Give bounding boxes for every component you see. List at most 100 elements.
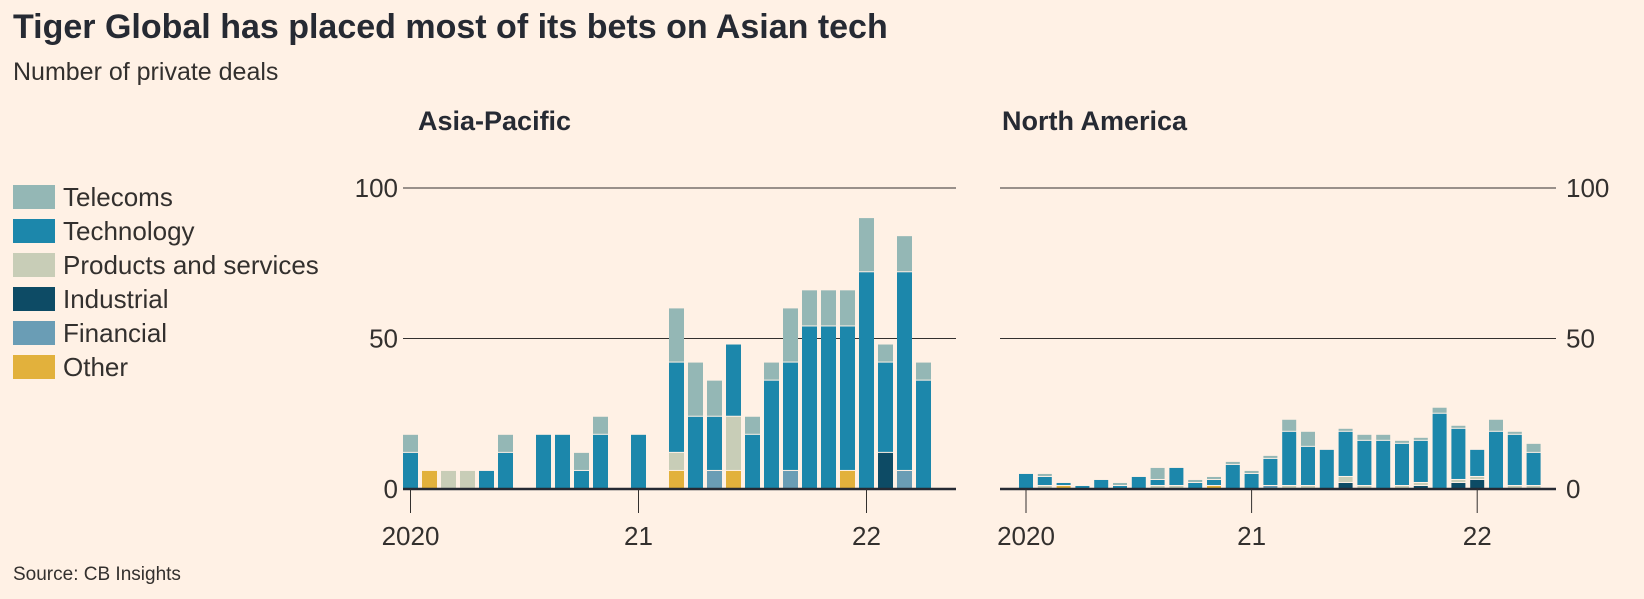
apac-bar-2021-10-telecoms — [802, 290, 817, 326]
legend-label-telecoms: Telecoms — [63, 181, 173, 212]
na-x-tick-label-22: 22 — [1463, 521, 1492, 551]
na-bar-2020-06-telecoms — [1113, 482, 1127, 485]
na-bar-2022-03-technology — [1507, 434, 1522, 485]
apac-bar-2021-03-products-and-services — [669, 452, 684, 470]
na-bar-2020-03-technology — [1056, 482, 1071, 485]
chart-title: Tiger Global has placed most of its bets… — [13, 8, 888, 46]
na-x-tick-label-2020: 2020 — [997, 521, 1055, 551]
apac-bar-2020-08-technology — [536, 434, 551, 488]
apac-bar-2021-11-technology — [821, 326, 836, 488]
apac-bar-2021-12-other — [840, 470, 855, 488]
na-bar-2021-02-technology — [1263, 458, 1278, 485]
na-bar-2021-12-products-and-services — [1451, 479, 1466, 482]
apac-bar-2021-09-financial — [783, 470, 798, 488]
na-bar-2021-09-telecoms — [1395, 440, 1409, 443]
apac-y-tick-label-0: 0 — [384, 474, 398, 504]
apac-bar-2021-09-technology — [783, 362, 798, 470]
na-bar-2021-07-products-and-services — [1357, 485, 1372, 488]
na-bar-2021-10-telecoms — [1413, 437, 1428, 440]
na-bar-2021-01-telecoms — [1244, 470, 1259, 473]
na-bar-2021-04-technology — [1301, 446, 1315, 485]
na-bar-2021-02-telecoms — [1263, 455, 1278, 458]
na-bar-2021-06-products-and-services — [1338, 476, 1353, 482]
na-bar-2020-11-technology — [1207, 479, 1221, 485]
apac-bar-2022-02-technology — [878, 362, 893, 452]
apac-bar-2020-06-technology — [498, 452, 513, 488]
na-bar-2022-04-products-and-services — [1526, 485, 1541, 488]
na-bar-2021-06-technology — [1338, 431, 1353, 476]
legend-label-technology: Technology — [63, 215, 195, 246]
na-bar-2020-06-technology — [1113, 485, 1127, 488]
na-bar-2020-03-other — [1056, 485, 1071, 488]
na-bar-2020-10-telecoms — [1188, 479, 1203, 482]
na-bar-2021-03-telecoms — [1282, 419, 1297, 431]
na-bar-2021-09-products-and-services — [1395, 485, 1409, 488]
na-bar-2020-01-technology — [1019, 473, 1033, 488]
apac-bar-2022-01-telecoms — [859, 218, 874, 272]
apac-bar-2021-05-technology — [707, 416, 722, 470]
na-bar-2020-08-products-and-services — [1150, 485, 1165, 488]
na-y-tick-label-100: 100 — [1566, 173, 1609, 203]
apac-bar-2022-02-industrial — [878, 452, 893, 488]
apac-bar-2020-01-technology — [403, 452, 418, 488]
na-bar-2021-03-technology — [1282, 431, 1297, 485]
na-bar-2020-09-products-and-services — [1169, 485, 1184, 488]
na-y-tick-label-0: 0 — [1566, 474, 1580, 504]
apac-bar-2021-12-technology — [840, 326, 855, 470]
na-bar-2021-03-products-and-services — [1282, 485, 1297, 488]
na-bar-2020-08-technology — [1150, 479, 1165, 485]
na-bar-2021-06-industrial — [1338, 482, 1353, 488]
apac-x-tick-label-21: 21 — [624, 521, 653, 551]
apac-x-tick-label-2020: 2020 — [382, 521, 440, 551]
source-note: Source: CB Insights — [13, 564, 181, 585]
na-bar-2021-04-telecoms — [1301, 431, 1315, 446]
apac-bar-2021-06-products-and-services — [726, 416, 741, 470]
apac-bar-2020-06-telecoms — [498, 434, 513, 452]
apac-bar-2020-01-telecoms — [403, 434, 418, 452]
legend-item-other: Other — [13, 350, 319, 384]
na-bar-2020-10-technology — [1188, 482, 1203, 488]
na-bar-2021-11-technology — [1432, 413, 1447, 488]
apac-bar-2022-04-technology — [916, 380, 931, 488]
apac-bar-2021-04-technology — [688, 416, 703, 488]
apac-bar-2020-11-technology — [593, 434, 608, 488]
apac-bar-2022-02-telecoms — [878, 344, 893, 362]
na-bar-2021-08-telecoms — [1376, 434, 1391, 440]
legend-item-telecoms: Telecoms — [13, 180, 319, 214]
legend-swatch-other — [13, 355, 55, 379]
apac-bar-2020-10-technology — [574, 470, 589, 488]
na-bar-2020-02-technology — [1037, 476, 1052, 485]
legend-swatch-technology — [13, 219, 55, 243]
na-bar-2020-12-technology — [1225, 464, 1240, 488]
apac-y-tick-label-100: 100 — [355, 173, 398, 203]
apac-bar-2020-10-telecoms — [574, 452, 589, 470]
na-bar-2022-02-technology — [1489, 431, 1503, 488]
na-bar-2021-09-technology — [1395, 443, 1409, 485]
na-bar-2020-02-products-and-services — [1037, 485, 1052, 488]
apac-bar-2020-09-technology — [555, 434, 570, 488]
legend-label-industrial: Industrial — [63, 283, 169, 314]
na-panel-title: North America — [1002, 106, 1188, 136]
na-bar-2022-04-technology — [1526, 452, 1541, 485]
apac-x-tick-label-22: 22 — [852, 521, 881, 551]
legend-label-other: Other — [63, 351, 129, 382]
na-bar-2020-11-other — [1207, 485, 1221, 488]
na-bar-2022-01-technology — [1470, 449, 1485, 476]
na-y-tick-label-50: 50 — [1566, 324, 1595, 354]
na-bar-2020-02-telecoms — [1037, 473, 1052, 476]
legend-label-products-and-services: Products and services — [63, 249, 319, 280]
apac-bar-2021-04-telecoms — [688, 362, 703, 416]
apac-bar-2021-06-technology — [726, 344, 741, 416]
legend-item-products-and-services: Products and services — [13, 248, 319, 282]
apac-panel-title: Asia-Pacific — [418, 106, 571, 136]
na-bar-2021-02-financial — [1263, 485, 1278, 488]
apac-bar-2021-05-financial — [707, 470, 722, 488]
apac-bar-2021-08-telecoms — [764, 362, 779, 380]
na-bar-2021-12-technology — [1451, 428, 1466, 479]
apac-bar-2021-03-other — [669, 470, 684, 488]
na-bar-2020-08-telecoms — [1150, 467, 1165, 479]
apac-bar-2021-07-telecoms — [745, 416, 760, 434]
legend-swatch-telecoms — [13, 185, 55, 209]
legend-swatch-products-and-services — [13, 253, 55, 277]
apac-bar-2022-03-financial — [897, 470, 912, 488]
